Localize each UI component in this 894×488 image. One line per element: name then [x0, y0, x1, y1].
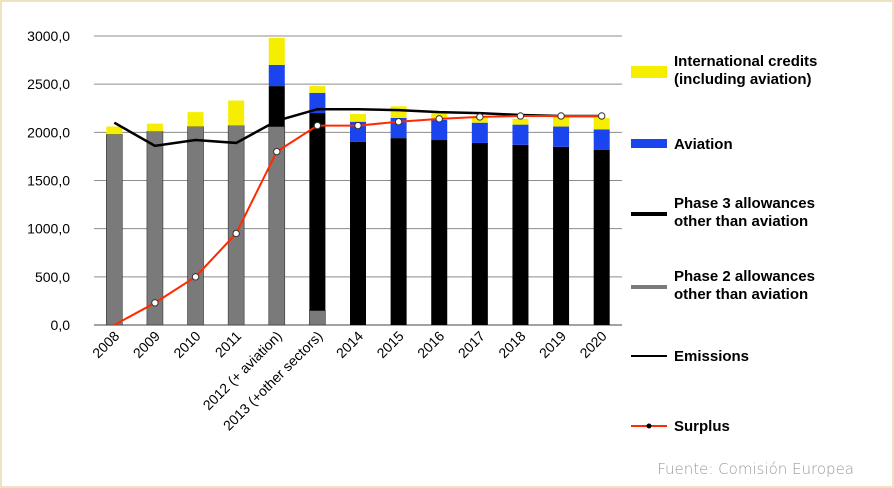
surplus-point	[273, 147, 281, 156]
bar-segment	[268, 86, 285, 127]
bar-segment	[431, 140, 448, 325]
bar-segment	[593, 129, 610, 150]
bar-segment	[146, 131, 164, 326]
x-tick-label: 2019	[536, 328, 569, 361]
surplus-point	[597, 112, 606, 120]
surplus-point	[354, 121, 362, 130]
bar-segment	[390, 138, 407, 325]
bar-segment	[228, 100, 245, 126]
surplus-point	[516, 112, 525, 120]
x-tick-label: 2018	[495, 328, 528, 361]
legend-label: International credits	[674, 53, 817, 70]
bar-segment	[471, 122, 488, 143]
source-note: Fuente: Comisión Europea	[657, 460, 854, 478]
surplus-point	[435, 115, 443, 123]
surplus-point	[232, 229, 240, 238]
bar-segment	[146, 123, 163, 132]
bar-layer	[106, 37, 610, 326]
x-tick-label: 2016	[414, 328, 447, 361]
bar-segment	[268, 37, 285, 65]
y-tick-label: 2000,0	[27, 124, 70, 140]
y-tick-label: 500,0	[35, 269, 70, 285]
bar-segment	[187, 126, 204, 326]
bar-segment	[187, 112, 204, 127]
legend-label: Phase 2 allowances	[674, 268, 815, 285]
x-tick-label: 2015	[373, 328, 406, 361]
x-tick-label: 2017	[455, 328, 488, 361]
bar-segment	[227, 125, 245, 326]
bar-segment	[309, 113, 326, 311]
bar-segment	[268, 126, 286, 326]
legend: International credits(including aviation…	[631, 53, 817, 435]
bar-segment	[512, 144, 529, 325]
x-tick-label: 2020	[576, 328, 609, 361]
legend-label: Surplus	[674, 418, 730, 435]
surplus-point	[313, 121, 322, 130]
legend-swatch	[631, 139, 667, 148]
x-tick-label: 2009	[130, 328, 163, 361]
legend-swatch	[631, 66, 667, 78]
surplus-point	[476, 113, 484, 121]
y-tick-label: 2500,0	[27, 76, 70, 92]
surplus-point	[151, 299, 159, 307]
bar-segment	[431, 119, 448, 141]
bar-segment	[471, 142, 488, 325]
legend-label: other than aviation	[674, 213, 808, 230]
y-tick-label: 1000,0	[27, 221, 70, 237]
bar-segment	[553, 116, 570, 127]
bar-segment	[553, 126, 570, 147]
legend-label: Emissions	[674, 348, 749, 365]
x-tick-label: 2014	[333, 328, 366, 361]
bar-segment	[350, 121, 366, 142]
bar-segment	[309, 86, 326, 93]
bar-segment	[512, 118, 529, 125]
bar-segment	[106, 133, 123, 326]
surplus-point	[557, 112, 565, 120]
y-tick-label: 0,0	[51, 317, 71, 333]
bar-segment	[390, 106, 407, 118]
bar-segment	[593, 117, 610, 130]
surplus-point	[394, 118, 403, 126]
bar-segment	[512, 124, 529, 145]
bar-segment	[106, 126, 123, 135]
legend-label: other than aviation	[674, 286, 808, 303]
legend-label: Aviation	[674, 136, 733, 153]
legend-label: (including aviation)	[674, 71, 812, 88]
y-tick-label: 3000,0	[27, 28, 70, 44]
bar-segment	[553, 146, 570, 325]
legend-label: Phase 3 allowances	[674, 195, 815, 212]
surplus-point	[191, 273, 200, 281]
line-layer	[113, 107, 606, 326]
legend-swatch-marker	[646, 423, 652, 429]
x-tick-label: 2011	[212, 328, 245, 361]
bar-segment	[593, 149, 610, 325]
x-tick-label: 2008	[89, 328, 122, 361]
bar-segment	[350, 114, 366, 122]
bar-segment	[309, 310, 326, 326]
bar-segment	[350, 141, 366, 325]
y-tick-label: 1500,0	[27, 173, 70, 189]
bar-segment	[268, 64, 285, 87]
x-tick-label: 2010	[170, 328, 203, 361]
